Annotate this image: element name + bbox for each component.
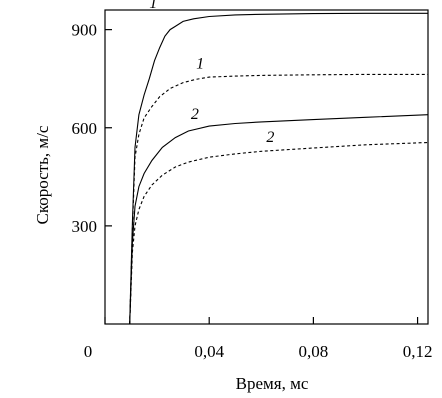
x-axis-label: Время, мс <box>236 374 309 393</box>
y-tick-label: 600 <box>72 119 98 138</box>
series-1-solid-line <box>129 12 428 325</box>
y-tick-label: 300 <box>72 217 98 236</box>
curve-label: 1 <box>196 55 204 72</box>
y-tick-label: 900 <box>72 21 98 40</box>
series-2-dashed-line <box>129 73 428 325</box>
x-tick-label: 0,04 <box>194 342 224 361</box>
curve-label: 2 <box>266 129 274 146</box>
curves <box>129 12 429 325</box>
x-tick-label: 0,08 <box>299 342 329 361</box>
series-3-solid-line <box>129 114 429 325</box>
x-tick-label: 0,12 <box>403 342 433 361</box>
curve-label: 2 <box>191 106 199 123</box>
curve-label: 1 <box>149 0 157 12</box>
y-axis-label: Скорость, м/с <box>33 125 52 224</box>
series-4-dashed-line <box>129 141 429 325</box>
x-tick-label: 0 <box>84 342 93 361</box>
plot-frame <box>104 9 429 325</box>
labels: 1 1 2 2 <box>149 0 274 146</box>
axes: 0 0,04 0,08 0,12 300 600 900 <box>72 9 433 361</box>
